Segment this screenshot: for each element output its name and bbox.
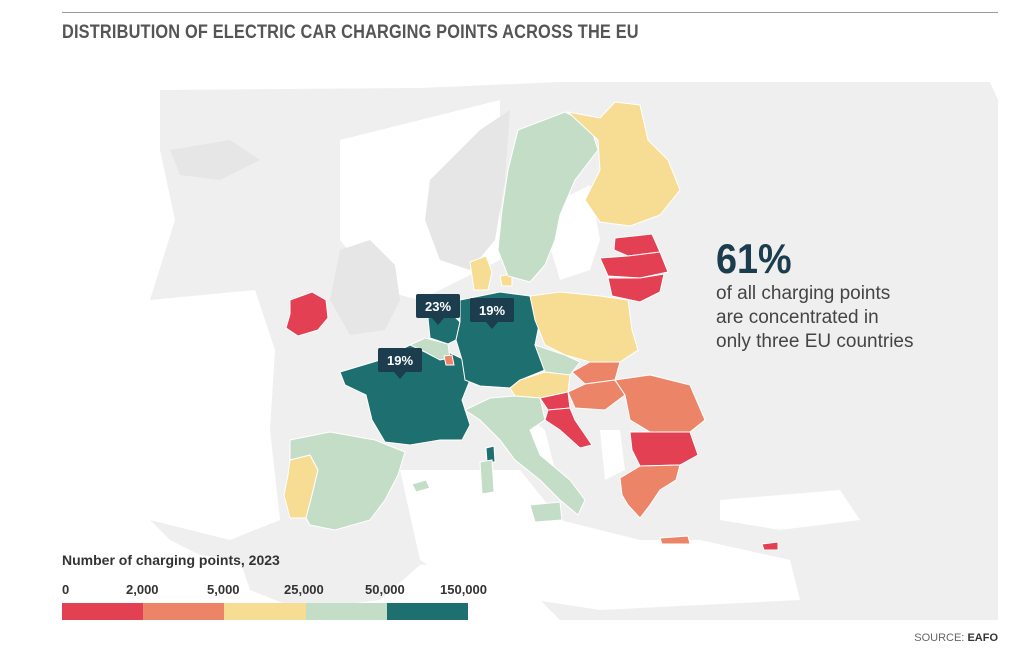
country-luxembourg [443, 354, 455, 366]
legend-swatch-0 [62, 603, 143, 620]
legend-tick-2: 5,000 [207, 582, 240, 597]
country-latvia [599, 251, 669, 279]
country-spain [289, 431, 431, 531]
callout-netherlands: 23% [416, 294, 460, 325]
callout-germany: 19% [470, 298, 514, 329]
country-poland [529, 291, 639, 363]
country-bulgaria [629, 431, 699, 467]
country-cyprus [761, 541, 779, 551]
non-eu-land [170, 110, 510, 335]
country-finland [566, 101, 681, 227]
callout-germany-label: 19% [479, 303, 505, 318]
stat-line-3: only three EU countries [716, 331, 914, 352]
country-czechia [534, 344, 581, 376]
stat-annotation: 61% of all charging points are concentra… [716, 236, 914, 354]
source-label: SOURCE: [914, 632, 968, 644]
legend-title: Number of charging points, 2023 [62, 552, 280, 568]
chart-title: DISTRIBUTION OF ELECTRIC CAR CHARGING PO… [62, 22, 639, 43]
country-ireland [285, 291, 329, 337]
country-italy [463, 395, 586, 523]
country-lithuania [607, 273, 665, 303]
stat-line-2: are concentrated in [716, 307, 879, 328]
source-value: EAFO [967, 632, 998, 644]
legend-color-bar [62, 603, 468, 620]
country-denmark [469, 255, 513, 291]
legend-tick-1: 2,000 [126, 582, 159, 597]
country-greece [619, 464, 691, 545]
legend-tick-3: 25,000 [284, 582, 324, 597]
stat-line-1: of all charging points [716, 283, 891, 304]
legend-tick-5: 150,000 [440, 582, 487, 597]
callout-netherlands-label: 23% [425, 299, 451, 314]
callout-france-label: 19% [387, 353, 413, 368]
legend-swatch-1 [143, 603, 224, 620]
legend-swatch-2 [224, 603, 306, 620]
source-note: SOURCE: EAFO [914, 632, 998, 644]
eu-map: 23% 19% 19% [150, 82, 998, 620]
stat-percentage: 61% [716, 235, 792, 282]
top-rule [62, 12, 998, 13]
legend-tick-0: 0 [62, 582, 70, 597]
callout-france: 19% [378, 348, 422, 379]
legend-swatch-4 [387, 603, 468, 620]
country-croatia [544, 407, 593, 449]
legend-tick-4: 50,000 [365, 582, 405, 597]
legend-swatch-3 [306, 603, 387, 620]
country-slovakia [571, 361, 621, 385]
